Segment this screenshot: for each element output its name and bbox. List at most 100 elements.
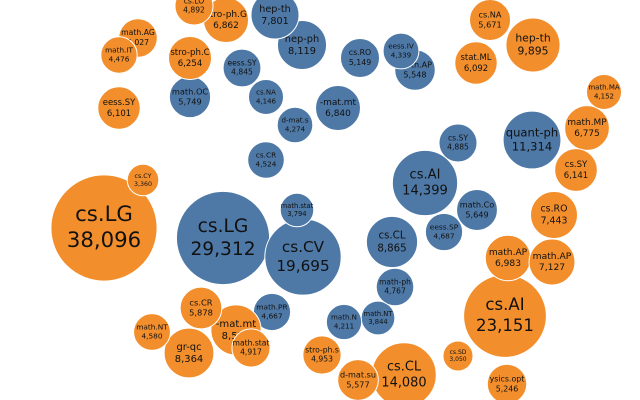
bubble-value: 5,548: [403, 70, 426, 80]
bubble: [505, 17, 561, 73]
bubble-label: eess.SY: [227, 58, 256, 67]
bubble-label: eess.SY: [103, 98, 136, 108]
bubble-value: 6,775: [574, 129, 600, 139]
bubble-label: math.MP: [567, 118, 607, 128]
bubble: [97, 86, 141, 130]
bubble-label: math.AP: [533, 251, 572, 262]
bubble-value: 5,149: [349, 58, 371, 67]
bubble-value: 4,953: [311, 355, 333, 364]
bubble-label: cs.SD: [450, 349, 467, 356]
bubble-value: 3,360: [134, 181, 152, 188]
bubble-value: 4,892: [183, 6, 205, 15]
bubble: [279, 192, 315, 228]
bubble-label: cs.NA: [478, 9, 501, 19]
bubble-label: ysics.opt: [490, 375, 525, 384]
bubble: [302, 335, 342, 375]
bubble: [438, 123, 478, 163]
bubble-value: 4,767: [384, 287, 406, 296]
bubble-label: math.AG: [121, 28, 155, 37]
bubble: [126, 163, 160, 197]
bubble: [554, 148, 598, 192]
bubble: [247, 141, 285, 179]
bubble-label: eess.SP: [430, 222, 459, 231]
bubble: [231, 328, 271, 368]
bubble-label: math.NT: [136, 322, 168, 331]
bubble-label: quant-ph: [506, 125, 558, 139]
bubble-value: 38,096: [67, 228, 141, 253]
bubble: [167, 35, 213, 81]
bubble-value: 14,080: [381, 376, 426, 391]
bubble-value: 8,364: [175, 354, 203, 365]
bubble: [247, 78, 285, 116]
bubble: [454, 41, 498, 85]
bubble-label: math.IT: [105, 45, 133, 54]
bubble-value: 4,917: [240, 348, 262, 357]
bubble-value: 9,895: [518, 45, 549, 58]
bubble-value: 6,092: [464, 64, 488, 74]
bubble: [375, 267, 415, 307]
bubble-value: 8,865: [377, 242, 406, 254]
bubble-label: cs.SY: [448, 133, 468, 142]
bubble: [442, 340, 474, 372]
bubble-value: 6,101: [107, 109, 131, 119]
bubble-label: math.MA: [588, 83, 620, 92]
bubble: [100, 36, 138, 74]
bubble-label: cs.AI: [485, 295, 524, 314]
bubble-value: 23,151: [476, 316, 534, 335]
bubble: [530, 191, 578, 239]
bubble: [424, 212, 464, 252]
bubble: [391, 149, 459, 217]
bubble-value: 4,152: [594, 91, 614, 100]
bubble: [365, 215, 419, 269]
bubble-value: 6,840: [325, 109, 351, 119]
bubble-value: 3,844: [368, 318, 387, 326]
bubble-value: 5,749: [178, 97, 202, 107]
bubble-label: hep-th: [259, 4, 290, 15]
bubble-label: hep-th: [515, 31, 550, 44]
bubble-label: math.Co: [460, 199, 495, 209]
bubble-value: 5,878: [189, 308, 213, 318]
bubble-label: -mat.mt: [320, 98, 357, 108]
bubble-label: d-mat.s: [281, 116, 308, 125]
bubble: [50, 174, 158, 282]
bubble-label: stat.ML: [460, 53, 491, 63]
bubble: [179, 286, 223, 330]
bubble: [564, 105, 610, 151]
bubble-value: 6,254: [178, 59, 203, 69]
bubble-label: math.stat: [281, 202, 314, 210]
bubble-label: cs.SY: [565, 160, 588, 170]
bubble-value: 4,146: [256, 97, 277, 105]
bubble: [163, 327, 215, 379]
bubble: [337, 359, 379, 400]
bubble-label: math.NT: [364, 310, 394, 318]
bubble-label: hep-ph: [285, 34, 319, 45]
bubble: [133, 313, 171, 351]
bubble-value: 11,314: [512, 140, 552, 154]
bubble-value: 4,476: [109, 55, 130, 64]
bubble-label: math.AP: [398, 59, 432, 69]
bubble-label: d-mat.su: [340, 369, 376, 379]
bubble-value: 5,649: [465, 210, 488, 220]
bubble-label: cs.CR: [189, 297, 212, 307]
bubble: [456, 189, 498, 231]
bubble-label: cs.CY: [135, 173, 152, 180]
bubble-label: cs.LG: [75, 202, 133, 227]
bubble-label: math.OC: [172, 86, 209, 96]
bubble-value: 4,274: [285, 124, 306, 133]
bubble-value: 6,141: [564, 171, 588, 181]
bubble: [502, 110, 562, 170]
bubble: [339, 37, 381, 79]
bubble-label: math.AP: [489, 248, 528, 258]
bubble-label: cs.CR: [256, 150, 276, 159]
bubble-value: 4,524: [256, 160, 277, 169]
bubble: [528, 238, 576, 286]
bubble-value: 3,050: [449, 356, 466, 363]
bubble-label: math-ph: [379, 277, 411, 286]
bubble-value: 3,794: [287, 210, 306, 218]
bubble-label: cs.CL: [387, 359, 422, 374]
bubble-value: 4,885: [447, 143, 469, 152]
bubble-value: 19,695: [276, 257, 329, 275]
bubble-value: 4,687: [433, 232, 455, 241]
bubble-value: 6,862: [213, 21, 239, 31]
